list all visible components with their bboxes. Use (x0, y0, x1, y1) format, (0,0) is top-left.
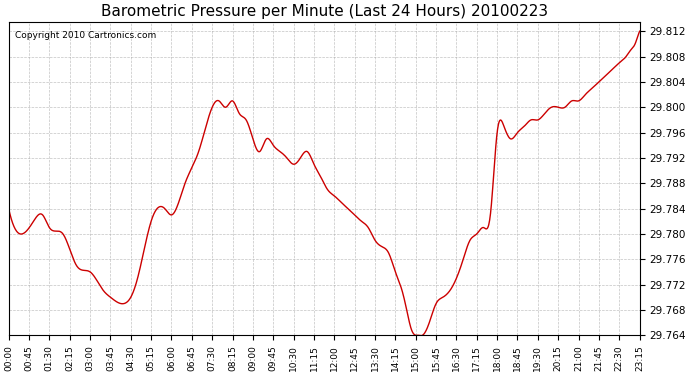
Text: Copyright 2010 Cartronics.com: Copyright 2010 Cartronics.com (15, 31, 156, 40)
Title: Barometric Pressure per Minute (Last 24 Hours) 20100223: Barometric Pressure per Minute (Last 24 … (101, 4, 548, 19)
